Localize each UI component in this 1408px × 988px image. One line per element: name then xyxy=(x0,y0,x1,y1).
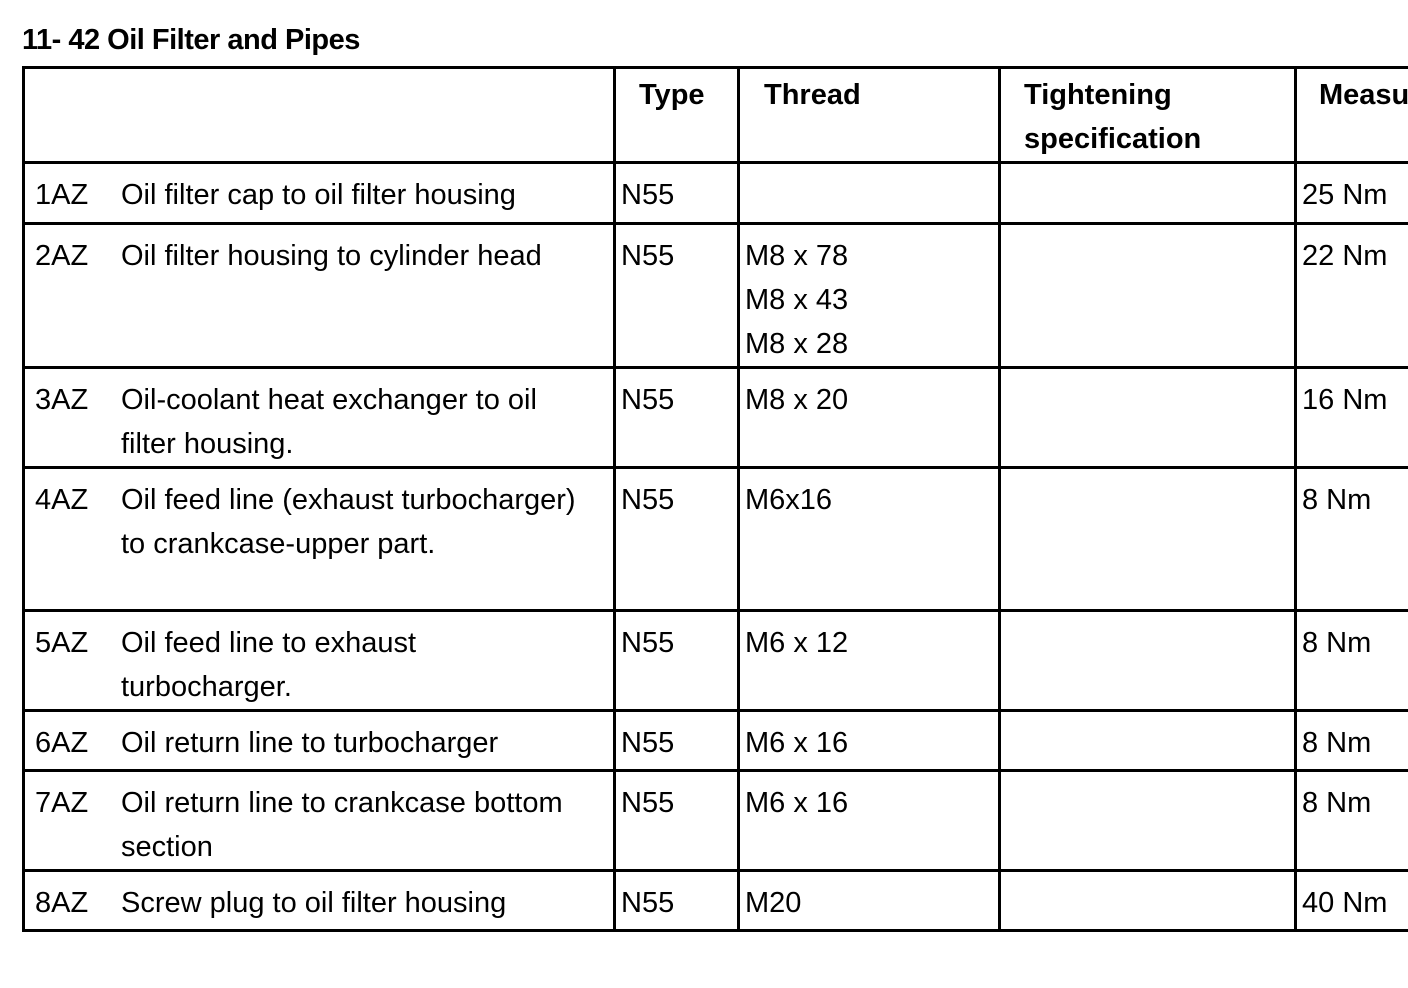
table-row: 8AZ Screw plug to oil filter housing N55 M2… xyxy=(22,869,1408,932)
table-header-row: Type Thread Tightening specification Mea… xyxy=(22,66,1408,164)
type-cell: N55 xyxy=(613,709,740,772)
item-id: 4AZ xyxy=(35,484,89,516)
item-cell: 6AZ Oil return line to turbocharger xyxy=(22,709,616,772)
item-cell: 1AZ Oil filter cap to oil filter housing xyxy=(22,161,616,225)
header-measure: Measure xyxy=(1294,66,1408,164)
measure-cell: 16 Nm xyxy=(1294,366,1408,469)
type-value: N55 xyxy=(621,627,675,659)
table-row: 2AZ Oil filter housing to cylinder head N5… xyxy=(22,222,1408,369)
torque-spec-table: Type Thread Tightening specification Mea… xyxy=(22,66,1408,932)
item-cell: 4AZ Oil feed line (exhaust turbocharger) … xyxy=(22,466,616,612)
measure-cell: 40 Nm xyxy=(1294,869,1408,932)
table-row: 5AZ Oil feed line to exhaust turbocharger… xyxy=(22,609,1408,712)
thread-cell: M6 x 12 xyxy=(737,609,1001,712)
item-description: Oil return line to crankcase bottom sect… xyxy=(121,787,563,863)
type-cell: N55 xyxy=(613,609,740,712)
item-description: Oil filter housing to cylinder head xyxy=(121,240,542,272)
type-value: N55 xyxy=(621,727,675,759)
item-cell: 8AZ Screw plug to oil filter housing xyxy=(22,869,616,932)
item-description: Oil filter cap to oil filter housing xyxy=(121,179,516,211)
measure-value: 25 Nm xyxy=(1302,179,1388,211)
header-tightening: Tightening specification xyxy=(998,66,1297,164)
thread-value: M20 xyxy=(745,887,802,919)
item-description: Screw plug to oil filter housing xyxy=(121,887,507,919)
thread-cell: M8 x 78 M8 x 43 M8 x 28 xyxy=(737,222,1001,369)
item-id: 2AZ xyxy=(35,240,89,272)
thread-value: M8 x 43 xyxy=(745,284,849,316)
type-cell: N55 xyxy=(613,769,740,872)
measure-value: 8 Nm xyxy=(1302,787,1372,819)
type-value: N55 xyxy=(621,887,675,919)
type-cell: N55 xyxy=(613,466,740,612)
thread-value: M6 x 16 xyxy=(745,727,849,759)
type-value: N55 xyxy=(621,484,675,516)
type-cell: N55 xyxy=(613,366,740,469)
tightening-cell xyxy=(998,869,1297,932)
measure-cell: 8 Nm xyxy=(1294,466,1408,612)
thread-value: M6x16 xyxy=(745,484,833,516)
item-id: 7AZ xyxy=(35,787,89,819)
thread-value: M8 x 78 xyxy=(745,240,849,272)
item-id: 5AZ xyxy=(35,627,89,659)
thread-value: M8 x 20 xyxy=(745,384,849,416)
item-id: 1AZ xyxy=(35,179,89,211)
type-cell: N55 xyxy=(613,161,740,225)
item-cell: 3AZ Oil-coolant heat exchanger to oil fil… xyxy=(22,366,616,469)
table-row: 3AZ Oil-coolant heat exchanger to oil fil… xyxy=(22,366,1408,469)
thread-cell: M20 xyxy=(737,869,1001,932)
item-id: 6AZ xyxy=(35,727,89,759)
measure-cell: 25 Nm xyxy=(1294,161,1408,225)
type-cell: N55 xyxy=(613,222,740,369)
header-thread: Thread xyxy=(737,66,1001,164)
measure-cell: 8 Nm xyxy=(1294,609,1408,712)
type-value: N55 xyxy=(621,240,675,272)
measure-cell: 8 Nm xyxy=(1294,769,1408,872)
measure-value: 16 Nm xyxy=(1302,384,1388,416)
type-value: N55 xyxy=(621,179,675,211)
item-id: 3AZ xyxy=(35,384,89,416)
header-type: Type xyxy=(613,66,740,164)
tightening-cell xyxy=(998,222,1297,369)
tightening-cell xyxy=(998,466,1297,612)
measure-value: 22 Nm xyxy=(1302,240,1388,272)
table-row: 1AZ Oil filter cap to oil filter housing N… xyxy=(22,161,1408,225)
item-description: Oil return line to turbocharger xyxy=(121,727,499,759)
measure-value: 8 Nm xyxy=(1302,627,1372,659)
tightening-cell xyxy=(998,366,1297,469)
thread-cell: M6 x 16 xyxy=(737,769,1001,872)
page-title: 11- 42 Oil Filter and Pipes xyxy=(22,24,360,56)
measure-cell: 22 Nm xyxy=(1294,222,1408,369)
item-cell: 5AZ Oil feed line to exhaust turbocharger… xyxy=(22,609,616,712)
type-cell: N55 xyxy=(613,869,740,932)
thread-value: M6 x 12 xyxy=(745,627,849,659)
table-row: 7AZ Oil return line to crankcase bottom s… xyxy=(22,769,1408,872)
measure-value: 8 Nm xyxy=(1302,484,1372,516)
tightening-cell xyxy=(998,769,1297,872)
type-value: N55 xyxy=(621,384,675,416)
tightening-cell xyxy=(998,161,1297,225)
item-cell: 7AZ Oil return line to crankcase bottom s… xyxy=(22,769,616,872)
thread-cell: M8 x 20 xyxy=(737,366,1001,469)
thread-value: M8 x 28 xyxy=(745,328,849,360)
item-description: Oil feed line to exhaust turbocharger. xyxy=(121,627,417,703)
measure-cell: 8 Nm xyxy=(1294,709,1408,772)
thread-cell: M6x16 xyxy=(737,466,1001,612)
header-item xyxy=(22,66,616,164)
item-cell: 2AZ Oil filter housing to cylinder head xyxy=(22,222,616,369)
measure-value: 40 Nm xyxy=(1302,887,1388,919)
item-id: 8AZ xyxy=(35,887,89,919)
thread-cell: M6 x 16 xyxy=(737,709,1001,772)
type-value: N55 xyxy=(621,787,675,819)
table-row: 4AZ Oil feed line (exhaust turbocharger) … xyxy=(22,466,1408,612)
measure-value: 8 Nm xyxy=(1302,727,1372,759)
item-description: Oil feed line (exhaust turbocharger) to … xyxy=(121,484,576,560)
thread-cell xyxy=(737,161,1001,225)
table-row: 6AZ Oil return line to turbocharger N55 M6 … xyxy=(22,709,1408,772)
item-description: Oil-coolant heat exchanger to oil filter… xyxy=(121,384,537,460)
tightening-cell xyxy=(998,609,1297,712)
thread-value: M6 x 16 xyxy=(745,787,849,819)
tightening-cell xyxy=(998,709,1297,772)
